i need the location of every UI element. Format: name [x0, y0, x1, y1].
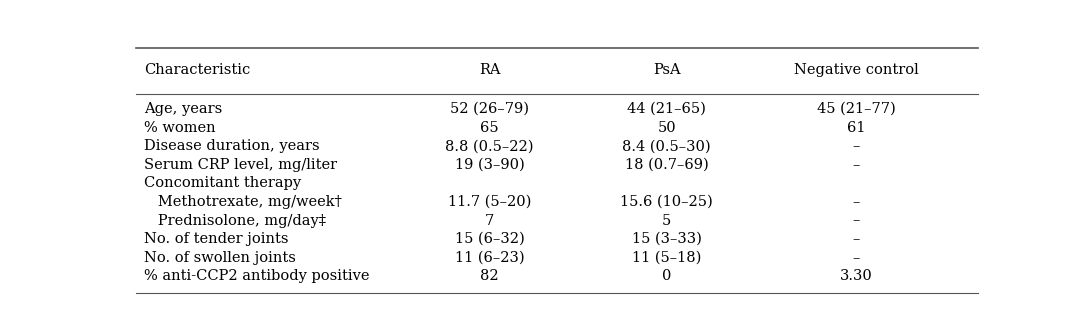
- Text: Characteristic: Characteristic: [145, 63, 250, 77]
- Text: 52 (26–79): 52 (26–79): [450, 102, 529, 116]
- Text: 15.6 (10–25): 15.6 (10–25): [621, 195, 713, 209]
- Text: Serum CRP level, mg/liter: Serum CRP level, mg/liter: [145, 158, 337, 172]
- Text: 7: 7: [485, 213, 495, 227]
- Text: 82: 82: [480, 269, 499, 283]
- Text: % anti-CCP2 antibody positive: % anti-CCP2 antibody positive: [145, 269, 370, 283]
- Text: Negative control: Negative control: [794, 63, 919, 77]
- Text: Methotrexate, mg/week†: Methotrexate, mg/week†: [145, 195, 342, 209]
- Text: –: –: [852, 195, 860, 209]
- Text: 19 (3–90): 19 (3–90): [454, 158, 525, 172]
- Text: –: –: [852, 158, 860, 172]
- Text: 15 (6–32): 15 (6–32): [454, 232, 525, 246]
- Text: 11.7 (5–20): 11.7 (5–20): [448, 195, 532, 209]
- Text: –: –: [852, 213, 860, 227]
- Text: –: –: [852, 251, 860, 265]
- Text: Age, years: Age, years: [145, 102, 223, 116]
- Text: 8.4 (0.5–30): 8.4 (0.5–30): [622, 139, 711, 153]
- Text: 50: 50: [658, 121, 676, 135]
- Text: –: –: [852, 232, 860, 246]
- Text: Prednisolone, mg/day‡: Prednisolone, mg/day‡: [145, 213, 326, 227]
- Text: 65: 65: [480, 121, 499, 135]
- Text: 61: 61: [847, 121, 865, 135]
- Text: Concomitant therapy: Concomitant therapy: [145, 177, 301, 190]
- Text: 11 (6–23): 11 (6–23): [454, 251, 525, 265]
- Text: % women: % women: [145, 121, 216, 135]
- Text: 44 (21–65): 44 (21–65): [627, 102, 707, 116]
- Text: PsA: PsA: [653, 63, 680, 77]
- Text: No. of tender joints: No. of tender joints: [145, 232, 289, 246]
- Text: 18 (0.7–69): 18 (0.7–69): [625, 158, 709, 172]
- Text: –: –: [852, 139, 860, 153]
- Text: No. of swollen joints: No. of swollen joints: [145, 251, 296, 265]
- Text: 5: 5: [662, 213, 672, 227]
- Text: Disease duration, years: Disease duration, years: [145, 139, 320, 153]
- Text: 15 (3–33): 15 (3–33): [632, 232, 701, 246]
- Text: 45 (21–77): 45 (21–77): [816, 102, 896, 116]
- Text: 0: 0: [662, 269, 672, 283]
- Text: 3.30: 3.30: [840, 269, 873, 283]
- Text: RA: RA: [479, 63, 500, 77]
- Text: 11 (5–18): 11 (5–18): [632, 251, 701, 265]
- Text: 8.8 (0.5–22): 8.8 (0.5–22): [446, 139, 534, 153]
